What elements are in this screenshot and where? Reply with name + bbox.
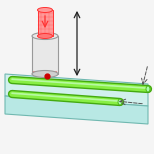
Ellipse shape bbox=[118, 99, 122, 105]
Polygon shape bbox=[32, 36, 58, 74]
Polygon shape bbox=[33, 72, 57, 76]
Ellipse shape bbox=[38, 34, 53, 38]
Polygon shape bbox=[5, 74, 148, 106]
Ellipse shape bbox=[146, 86, 150, 92]
Polygon shape bbox=[5, 96, 148, 124]
Ellipse shape bbox=[32, 71, 58, 77]
Polygon shape bbox=[38, 10, 53, 36]
Ellipse shape bbox=[38, 8, 53, 12]
Ellipse shape bbox=[32, 32, 58, 39]
